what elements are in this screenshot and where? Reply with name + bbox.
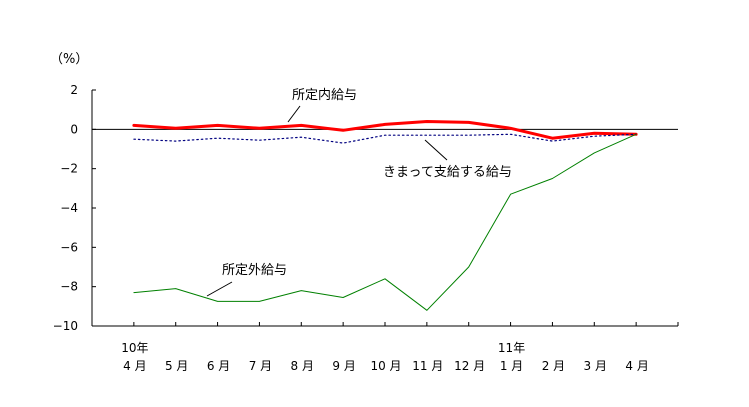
x-tick-label: 1 月 bbox=[500, 359, 523, 373]
x-tick-label: 8 月 bbox=[291, 359, 314, 373]
x-tick-label: 3 月 bbox=[584, 359, 607, 373]
x-tick-label: 12 月 bbox=[454, 359, 485, 373]
x-tick-label: 5 月 bbox=[165, 359, 188, 373]
y-tick-label: −2 bbox=[60, 162, 78, 176]
x-tick-label: 6 月 bbox=[207, 359, 230, 373]
y-axis-unit-label: （%） bbox=[50, 52, 88, 67]
axes bbox=[91, 89, 679, 327]
x-tick-label: 4 月 bbox=[625, 359, 648, 373]
year-label: 10年 bbox=[121, 341, 148, 355]
y-tick-labels: 2 0 −2 −4 −6 −8 −10 bbox=[53, 83, 78, 333]
series-label-shoteinai: 所定内給与 bbox=[292, 87, 357, 103]
x-tick-label: 11 月 bbox=[412, 359, 443, 373]
x-tick-label: 2 月 bbox=[542, 359, 565, 373]
y-tick-label: 0 bbox=[70, 122, 78, 136]
year-label: 11年 bbox=[498, 341, 525, 355]
callout-leader-shoteigai bbox=[206, 281, 233, 297]
y-tick-label: −6 bbox=[60, 240, 78, 254]
x-tick-label: 7 月 bbox=[249, 359, 272, 373]
y-tick-label: 2 bbox=[70, 83, 78, 97]
series-label-shoteigai: 所定外給与 bbox=[222, 263, 287, 278]
x-tick-labels: 4 月 5 月 6 月 7 月 8 月 9 月 10 月 11 月 12 月 1 月 2 月 3 月 4… bbox=[121, 341, 649, 373]
x-tick-label: 10 月 bbox=[370, 359, 401, 373]
series-line-1 bbox=[132, 120, 638, 140]
x-tick-label: 4 月 bbox=[123, 359, 146, 373]
callout-leader-shoteinai bbox=[287, 105, 301, 123]
series-lines bbox=[132, 120, 638, 311]
callout-leader-kimatte bbox=[424, 139, 448, 161]
y-tick-label: −8 bbox=[60, 280, 78, 294]
y-tick-label: −10 bbox=[53, 319, 78, 333]
series-line-3 bbox=[133, 133, 637, 311]
x-tick-label: 9 月 bbox=[332, 359, 355, 373]
y-tick-label: −4 bbox=[60, 201, 78, 215]
series-line-2 bbox=[133, 133, 637, 144]
series-label-kimatte: きまって支給する給与 bbox=[383, 165, 512, 180]
